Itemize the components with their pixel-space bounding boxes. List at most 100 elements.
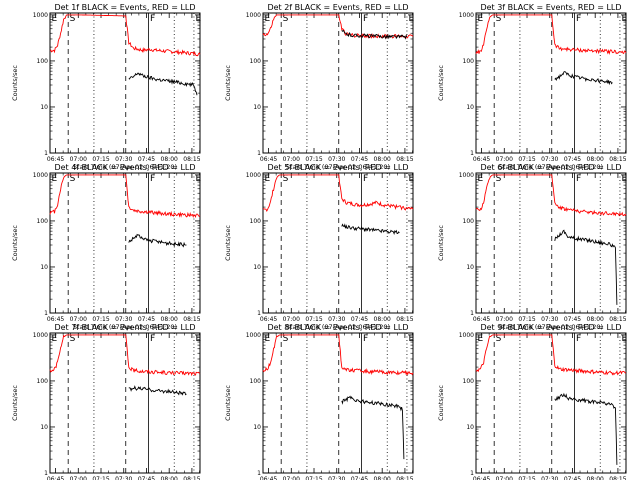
y-tick-label: 10	[253, 104, 261, 111]
x-tick-label: 07:15	[92, 316, 109, 323]
y-tick-label: 10	[466, 424, 474, 431]
x-tick-label: 07:00	[70, 156, 87, 163]
x-tick-label: 07:45	[351, 476, 368, 480]
x-tick-label: 08:00	[161, 476, 178, 480]
panel-title: Det 8f BLACK = Events, RED = LLD	[267, 323, 408, 332]
x-tick-label: 07:00	[496, 316, 513, 323]
x-tick-label: 06:45	[47, 156, 64, 163]
x-tick-label: 07:45	[351, 316, 368, 323]
x-axis-label: Start Time (07-Apr-02 06:41:20)	[499, 163, 603, 171]
x-tick-label: 08:15	[609, 156, 626, 163]
y-tick-label: 1	[257, 150, 261, 157]
series-line-lld	[475, 14, 627, 55]
x-tick-label: 07:30	[328, 316, 345, 323]
x-tick-label: 06:45	[260, 476, 277, 480]
x-tick-label: 08:00	[161, 316, 178, 323]
y-axis-label: Counts/sec	[437, 65, 445, 101]
panel: Det 9f BLACK = Events, RED = LLD Counts/s…	[437, 323, 627, 480]
marker-label: S	[496, 14, 502, 24]
x-tick-label: 07:45	[351, 156, 368, 163]
y-tick-label: 100	[463, 218, 475, 225]
y-tick-label: 1000	[246, 172, 261, 179]
y-tick-label: 1	[44, 310, 48, 317]
x-tick-label: 07:00	[496, 476, 513, 480]
x-tick-label: 07:15	[92, 476, 109, 480]
series-line-events	[554, 71, 613, 86]
x-tick-label: 07:15	[305, 316, 322, 323]
x-tick-label: 08:15	[396, 476, 413, 480]
y-tick-label: 1000	[33, 172, 48, 179]
series-line-events	[128, 385, 187, 396]
x-tick-label: 07:00	[283, 316, 300, 323]
panel: Det 2f BLACK = Events, RED = LLD Counts/s…	[224, 3, 414, 171]
x-tick-label: 08:00	[587, 316, 604, 323]
marker-label: F	[363, 174, 368, 184]
y-tick-label: 1000	[246, 332, 261, 339]
marker-label: S	[283, 334, 289, 344]
x-tick-label: 07:45	[138, 316, 155, 323]
y-tick-label: 1000	[459, 332, 474, 339]
x-tick-label: 08:00	[374, 476, 391, 480]
y-tick-label: 1	[257, 310, 261, 317]
x-tick-label: 07:00	[283, 156, 300, 163]
marker-label: F	[150, 14, 155, 24]
x-tick-label: 06:45	[473, 316, 490, 323]
x-tick-label: 07:45	[138, 476, 155, 480]
y-tick-label: 10	[40, 424, 48, 431]
y-tick-label: 100	[250, 218, 262, 225]
x-tick-label: 07:15	[92, 156, 109, 163]
y-tick-label: 100	[37, 218, 49, 225]
x-tick-label: 07:30	[541, 316, 558, 323]
marker-label: E	[265, 334, 271, 344]
x-tick-label: 06:45	[473, 476, 490, 480]
panel: Det 3f BLACK = Events, RED = LLD Counts/s…	[437, 3, 627, 171]
marker-label: E	[478, 14, 484, 24]
series-line-events	[128, 233, 187, 248]
marker-label: F	[576, 14, 581, 24]
y-tick-label: 100	[37, 378, 49, 385]
x-tick-label: 07:15	[518, 156, 535, 163]
x-axis-label: Start Time (07-Apr-02 06:41:20)	[286, 163, 390, 171]
x-tick-label: 07:30	[328, 476, 345, 480]
marker-label: E	[52, 334, 58, 344]
series-line-lld	[49, 334, 201, 377]
x-tick-label: 07:30	[115, 316, 132, 323]
y-tick-label: 1000	[33, 12, 48, 19]
x-tick-label: 08:15	[183, 476, 200, 480]
panel: Det 1f BLACK = Events, RED = LLD Counts/s…	[11, 3, 201, 171]
series-line-events	[341, 223, 400, 235]
y-axis-label: Counts/sec	[224, 385, 232, 421]
panel-title: Det 1f BLACK = Events, RED = LLD	[54, 3, 195, 12]
panel-title: Det 3f BLACK = Events, RED = LLD	[480, 3, 621, 12]
y-tick-label: 1	[44, 150, 48, 157]
marker-label: E	[478, 174, 484, 184]
y-tick-label: 10	[466, 104, 474, 111]
x-tick-label: 07:00	[496, 156, 513, 163]
x-tick-label: 08:15	[609, 316, 626, 323]
x-tick-label: 08:15	[396, 316, 413, 323]
marker-label: E	[195, 334, 201, 344]
y-tick-label: 1000	[33, 332, 48, 339]
panel-title: Det 4f BLACK = Events, RED = LLD	[54, 163, 195, 172]
marker-label: E	[621, 14, 627, 24]
x-tick-label: 07:30	[541, 476, 558, 480]
marker-label: S	[283, 174, 289, 184]
x-tick-label: 07:15	[305, 156, 322, 163]
x-tick-label: 08:00	[374, 316, 391, 323]
x-tick-label: 07:00	[70, 476, 87, 480]
marker-label: S	[70, 334, 76, 344]
series-line-events	[341, 29, 408, 40]
panel: Det 4f BLACK = Events, RED = LLD Counts/s…	[11, 163, 201, 331]
y-tick-label: 10	[40, 264, 48, 271]
panel-title: Det 9f BLACK = Events, RED = LLD	[480, 323, 621, 332]
marker-label: E	[52, 174, 58, 184]
panel-title: Det 7f BLACK = Events, RED = LLD	[54, 323, 195, 332]
x-tick-label: 07:00	[283, 476, 300, 480]
x-axis-label: Start Time (07-Apr-02 06:41:20)	[73, 163, 177, 171]
x-tick-label: 07:30	[115, 476, 132, 480]
series-line-events	[341, 395, 405, 460]
x-tick-label: 06:45	[260, 156, 277, 163]
y-tick-label: 1	[257, 470, 261, 477]
series-line-lld	[262, 174, 414, 212]
